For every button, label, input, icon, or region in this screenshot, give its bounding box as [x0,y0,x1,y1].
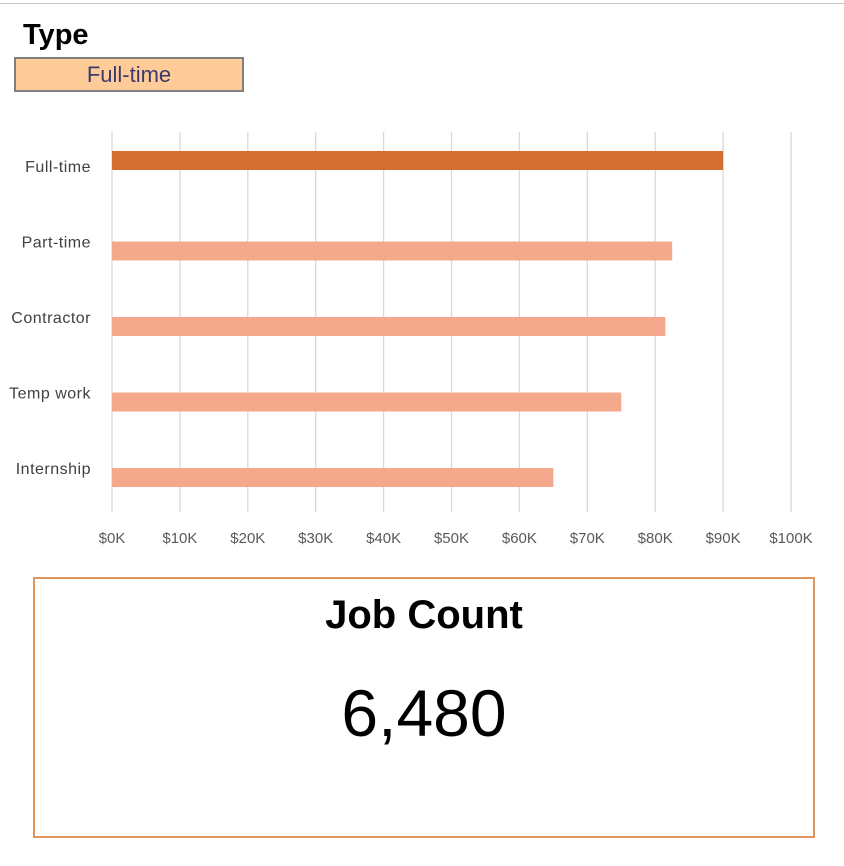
x-tick-label: $50K [434,530,469,547]
bar-contractor [112,317,666,336]
category-label: Temp work [9,386,91,403]
x-tick-label: $80K [638,530,673,547]
category-label: Internship [16,461,91,478]
x-tick-label: $20K [230,530,265,547]
x-tick-label: $40K [366,530,401,547]
category-label: Contractor [11,310,91,327]
x-tick-label: $30K [298,530,333,547]
bar-internship [112,468,554,487]
job-count-title: Job Count [325,593,523,637]
bar-full-time [112,151,724,170]
bar-temp-work [112,392,622,412]
job-count-value: 6,480 [341,676,507,750]
salary-bar-chart: $0K $10K $20K $30K $40K $50K $60K $70K $80K $90K $… [9,132,813,547]
x-tick-label: $60K [502,530,537,547]
x-tick-label: $70K [570,530,605,547]
x-tick-label: $0K [99,530,126,547]
category-label: Full-time [25,159,91,176]
slicer-title: Type [23,19,89,51]
top-rule [0,3,844,4]
x-tick-label: $10K [162,530,197,547]
category-label: Part-time [22,235,91,252]
job-count-card: Job Count 6,480 [33,577,815,838]
x-tick-label: $100K [769,530,812,547]
slicer-item-selected[interactable]: Full-time [14,57,244,92]
x-tick-label: $90K [706,530,741,547]
bar-part-time [112,241,673,261]
